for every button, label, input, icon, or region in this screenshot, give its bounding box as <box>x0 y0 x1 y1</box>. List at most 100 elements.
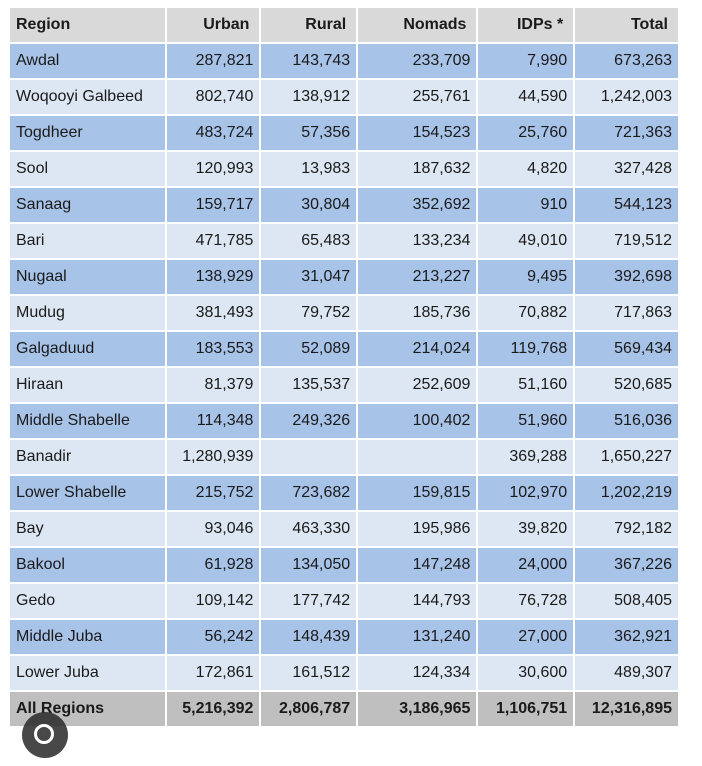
table-row: Banadir 1,280,939 369,288 1,650,227 <box>8 438 680 476</box>
total-row: All Regions 5,216,392 2,806,787 3,186,965 1,… <box>8 690 680 728</box>
header-cell: Region <box>8 6 167 44</box>
number-cell <box>259 438 359 476</box>
number-cell: 159,717 <box>164 186 262 224</box>
number-cell: 9,495 <box>476 258 576 296</box>
number-cell: 508,405 <box>573 582 680 620</box>
number-cell: 719,512 <box>573 222 680 260</box>
number-cell: 3,186,965 <box>356 690 479 728</box>
number-cell: 213,227 <box>356 258 479 296</box>
number-cell: 144,793 <box>356 582 479 620</box>
number-cell: 65,483 <box>259 222 359 260</box>
lens-icon[interactable] <box>22 712 68 758</box>
number-cell: 5,216,392 <box>164 690 262 728</box>
header-cell: Nomads <box>356 6 479 44</box>
table-row: Sanaag 159,717 30,804 352,692 910 544,123 <box>8 186 680 224</box>
region-cell: Mudug <box>8 294 167 332</box>
number-cell: 1,202,219 <box>573 474 680 512</box>
region-cell: Nugaal <box>8 258 167 296</box>
number-cell: 516,036 <box>573 402 680 440</box>
number-cell: 215,752 <box>164 474 262 512</box>
number-cell: 214,024 <box>356 330 479 368</box>
number-cell: 70,882 <box>476 294 576 332</box>
number-cell: 249,326 <box>259 402 359 440</box>
region-cell: Lower Juba <box>8 654 167 692</box>
header-row: Region Urban Rural Nomads IDPs * Total <box>8 6 680 44</box>
header-cell: Rural <box>259 6 359 44</box>
number-cell: 367,226 <box>573 546 680 584</box>
header-cell: Total <box>573 6 680 44</box>
number-cell: 114,348 <box>164 402 262 440</box>
table-row: Middle Juba 56,242 148,439 131,240 27,000 362… <box>8 618 680 656</box>
number-cell: 138,929 <box>164 258 262 296</box>
number-cell: 161,512 <box>259 654 359 692</box>
table-row: Togdheer 483,724 57,356 154,523 25,760 721,36… <box>8 114 680 152</box>
region-cell: Sool <box>8 150 167 188</box>
number-cell: 79,752 <box>259 294 359 332</box>
number-cell: 185,736 <box>356 294 479 332</box>
population-table: Region Urban Rural Nomads IDPs * Total Awdal 2… <box>8 6 680 728</box>
number-cell <box>356 438 479 476</box>
number-cell: 61,928 <box>164 546 262 584</box>
number-cell: 471,785 <box>164 222 262 260</box>
region-cell: Lower Shabelle <box>8 474 167 512</box>
region-cell: Middle Juba <box>8 618 167 656</box>
number-cell: 100,402 <box>356 402 479 440</box>
number-cell: 31,047 <box>259 258 359 296</box>
number-cell: 1,650,227 <box>573 438 680 476</box>
number-cell: 124,334 <box>356 654 479 692</box>
header-cell: Urban <box>164 6 262 44</box>
number-cell: 252,609 <box>356 366 479 404</box>
table-row: Lower Juba 172,861 161,512 124,334 30,600 489… <box>8 654 680 692</box>
number-cell: 93,046 <box>164 510 262 548</box>
number-cell: 569,434 <box>573 330 680 368</box>
number-cell: 148,439 <box>259 618 359 656</box>
table-row: Lower Shabelle 215,752 723,682 159,815 102,9… <box>8 474 680 512</box>
number-cell: 233,709 <box>356 42 479 80</box>
region-cell: Togdheer <box>8 114 167 152</box>
table-row: Woqooyi Galbeed 802,740 138,912 255,761 44,5… <box>8 78 680 116</box>
number-cell: 463,330 <box>259 510 359 548</box>
region-cell: Gedo <box>8 582 167 620</box>
number-cell: 187,632 <box>356 150 479 188</box>
number-cell: 24,000 <box>476 546 576 584</box>
number-cell: 143,743 <box>259 42 359 80</box>
number-cell: 52,089 <box>259 330 359 368</box>
number-cell: 287,821 <box>164 42 262 80</box>
region-cell: Galgaduud <box>8 330 167 368</box>
number-cell: 723,682 <box>259 474 359 512</box>
number-cell: 327,428 <box>573 150 680 188</box>
number-cell: 30,600 <box>476 654 576 692</box>
number-cell: 4,820 <box>476 150 576 188</box>
number-cell: 392,698 <box>573 258 680 296</box>
number-cell: 1,280,939 <box>164 438 262 476</box>
number-cell: 717,863 <box>573 294 680 332</box>
table-row: Sool 120,993 13,983 187,632 4,820 327,428 <box>8 150 680 188</box>
region-cell: Middle Shabelle <box>8 402 167 440</box>
table-row: Bay 93,046 463,330 195,986 39,820 792,182 <box>8 510 680 548</box>
table-body: Awdal 287,821 143,743 233,709 7,990 673,263 Wo… <box>8 42 680 728</box>
number-cell: 13,983 <box>259 150 359 188</box>
region-cell: Bay <box>8 510 167 548</box>
region-cell: Awdal <box>8 42 167 80</box>
table-row: Awdal 287,821 143,743 233,709 7,990 673,263 <box>8 42 680 80</box>
number-cell: 520,685 <box>573 366 680 404</box>
number-cell: 56,242 <box>164 618 262 656</box>
number-cell: 49,010 <box>476 222 576 260</box>
number-cell: 1,106,751 <box>476 690 576 728</box>
number-cell: 792,182 <box>573 510 680 548</box>
number-cell: 154,523 <box>356 114 479 152</box>
number-cell: 25,760 <box>476 114 576 152</box>
number-cell: 120,993 <box>164 150 262 188</box>
number-cell: 27,000 <box>476 618 576 656</box>
number-cell: 159,815 <box>356 474 479 512</box>
table-row: Bakool 61,928 134,050 147,248 24,000 367,226 <box>8 546 680 584</box>
number-cell: 44,590 <box>476 78 576 116</box>
number-cell: 109,142 <box>164 582 262 620</box>
table-row: Gedo 109,142 177,742 144,793 76,728 508,405 <box>8 582 680 620</box>
table-row: Nugaal 138,929 31,047 213,227 9,495 392,698 <box>8 258 680 296</box>
table-row: Hiraan 81,379 135,537 252,609 51,160 520,685 <box>8 366 680 404</box>
number-cell: 802,740 <box>164 78 262 116</box>
number-cell: 255,761 <box>356 78 479 116</box>
number-cell: 30,804 <box>259 186 359 224</box>
table-row: Bari 471,785 65,483 133,234 49,010 719,512 <box>8 222 680 260</box>
